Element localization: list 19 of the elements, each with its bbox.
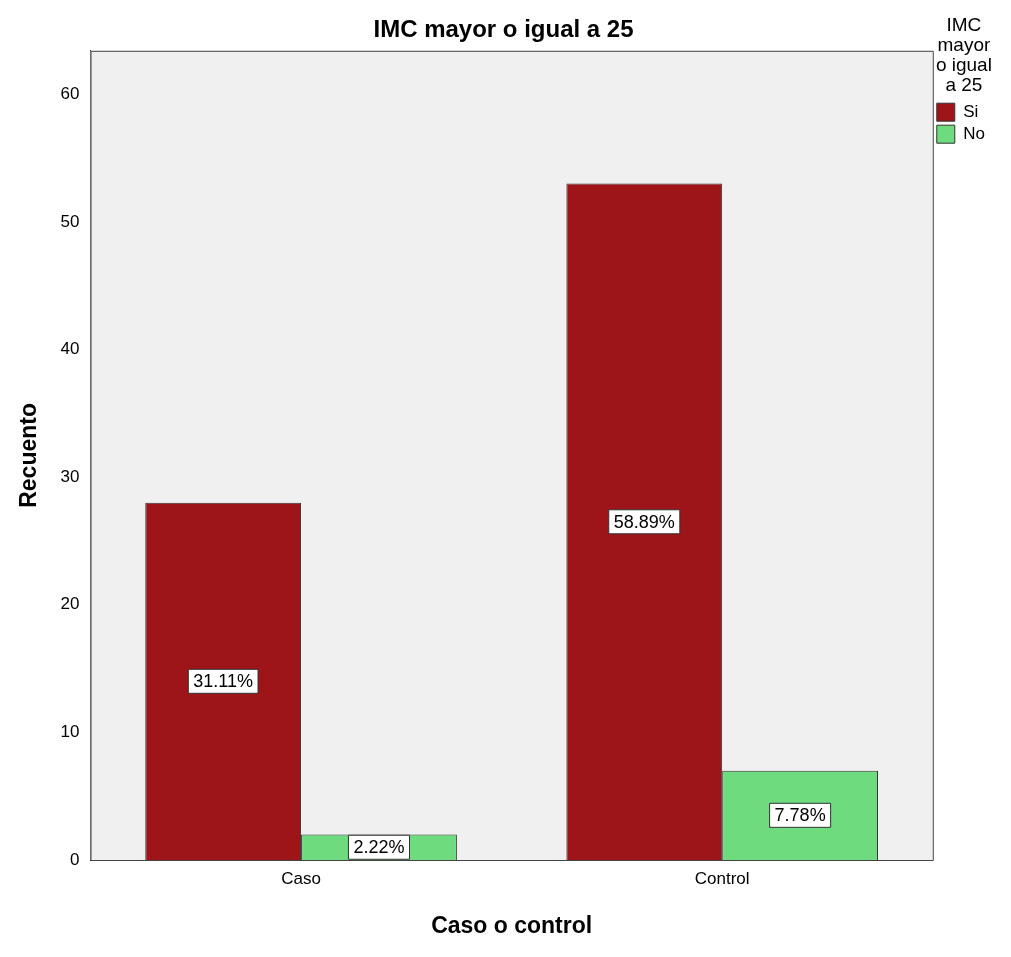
x-axis-title: Caso o control xyxy=(431,911,593,938)
y-tick-label: 0 xyxy=(70,849,80,869)
x-tick-label: Control xyxy=(694,868,750,888)
chart-title: IMC mayor o igual a 25 xyxy=(373,15,634,43)
annotation: 7.78% xyxy=(774,805,826,826)
x-tick-label: Caso xyxy=(281,868,321,888)
y-tick-label: 40 xyxy=(60,339,80,359)
annotation: 58.89% xyxy=(613,511,675,532)
annotation: 2.22% xyxy=(353,837,405,858)
y-tick-label: 60 xyxy=(60,83,80,103)
legend-label: Si xyxy=(963,101,979,121)
y-tick-label: 10 xyxy=(60,722,80,742)
y-axis-title: Recuento xyxy=(15,403,42,508)
y-tick-label: 50 xyxy=(60,211,80,231)
y-tick-label: 30 xyxy=(60,466,80,486)
legend-label: No xyxy=(963,123,985,143)
legend-title: IMC mayor o igual a 25 xyxy=(935,13,992,95)
annotation: 31.11% xyxy=(193,671,254,692)
y-tick-label: 20 xyxy=(60,594,80,614)
